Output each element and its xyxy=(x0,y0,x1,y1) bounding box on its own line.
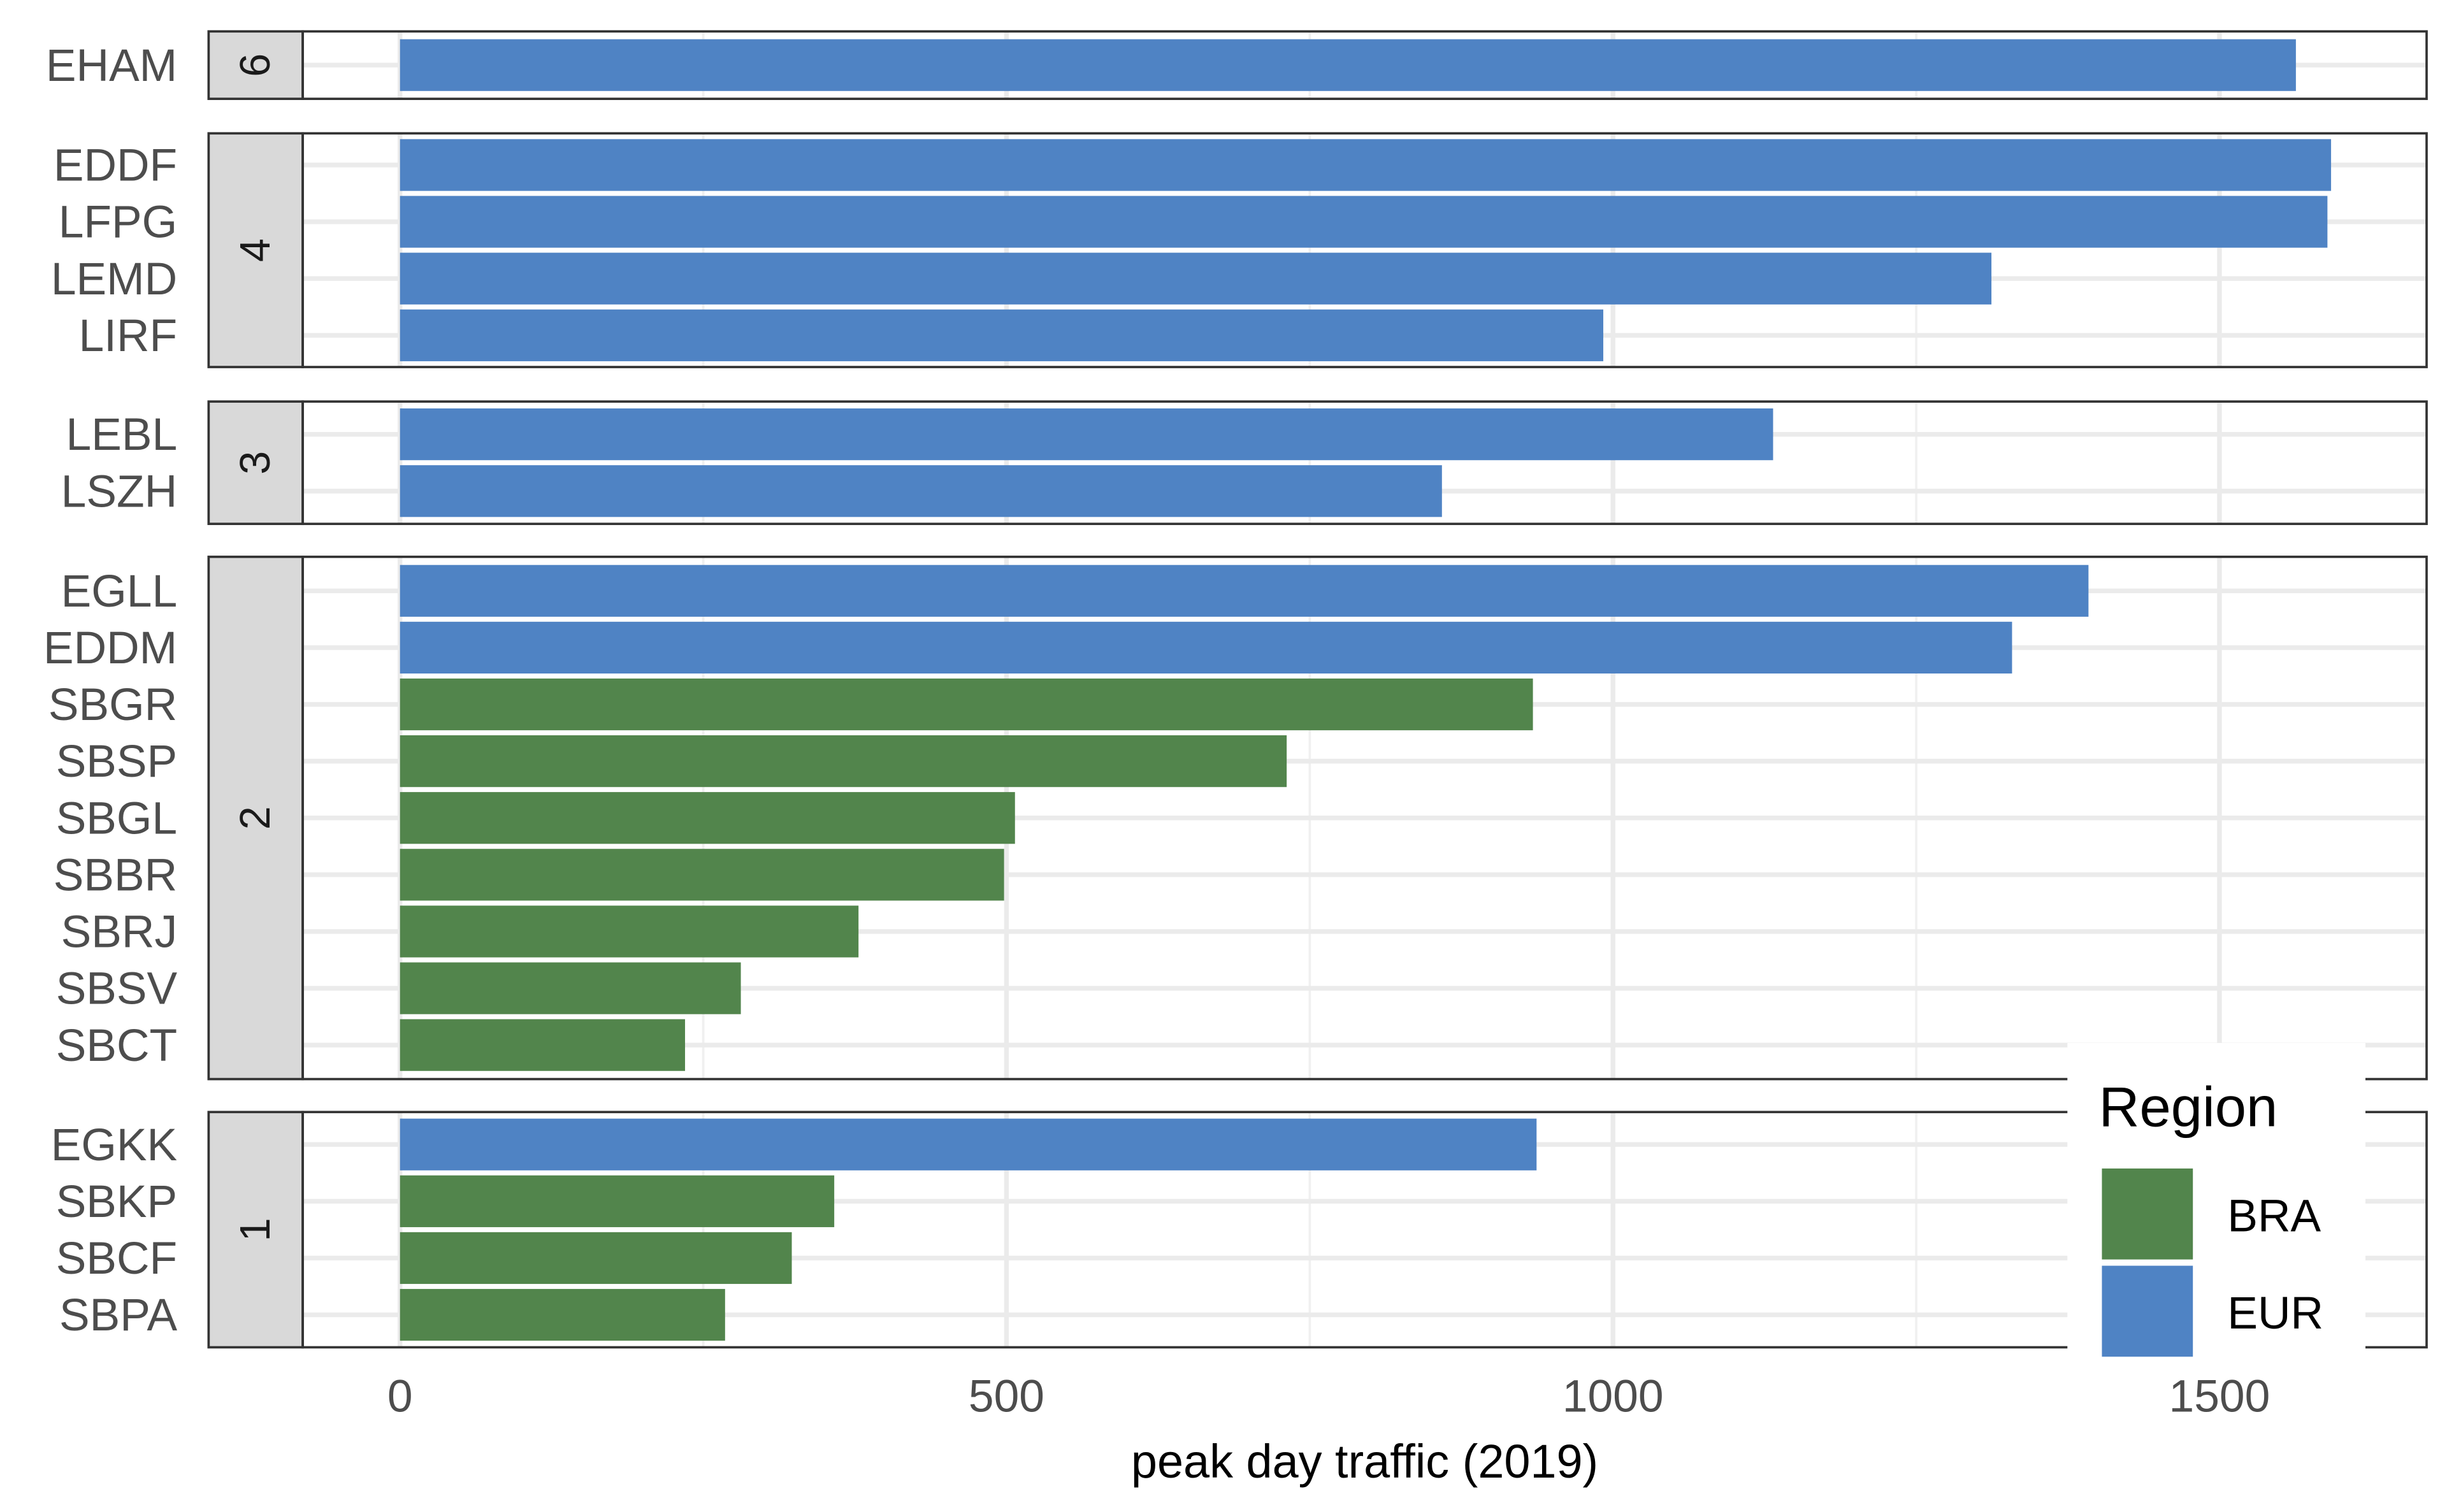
bar-lszh xyxy=(400,465,1442,517)
y-tick-label: SBBR xyxy=(54,849,177,900)
bar-sbpa xyxy=(400,1288,725,1341)
x-tick-label: 0 xyxy=(387,1371,413,1422)
panel-border xyxy=(301,400,2428,526)
panel-border xyxy=(301,1111,2428,1349)
bar-sbgl xyxy=(400,792,1015,844)
facet-strip-label: 6 xyxy=(232,54,279,77)
x-tick-label: 500 xyxy=(969,1371,1044,1422)
y-tick-label: EDDM xyxy=(43,623,177,673)
facet-strip xyxy=(207,30,304,100)
facet-strip xyxy=(207,400,304,526)
facet-panel-3: LEBL LSZH 3 xyxy=(61,400,2428,526)
y-tick-label: EGLL xyxy=(61,566,178,617)
legend-label-eur: EUR xyxy=(2227,1288,2323,1339)
bar-lfpg xyxy=(400,196,2328,248)
y-tick-label: LIRF xyxy=(78,310,177,361)
y-tick-label: SBCT xyxy=(56,1020,177,1071)
facet-strip-label: 3 xyxy=(232,451,279,475)
bar-lemd xyxy=(400,252,1992,305)
y-tick-label: SBSP xyxy=(56,736,177,787)
bar-sbkp xyxy=(400,1175,835,1227)
bar-sbrj xyxy=(400,905,859,958)
bar-sbcf xyxy=(400,1232,792,1285)
bar-sbct xyxy=(400,1019,686,1071)
legend-key-bra xyxy=(2102,1168,2193,1260)
bar-sbsp xyxy=(400,735,1287,788)
y-tick-label: EHAM xyxy=(46,40,177,91)
legend-label-bra: BRA xyxy=(2227,1190,2321,1241)
facet-strip xyxy=(207,556,304,1081)
facet-strip xyxy=(207,1111,304,1349)
bar-egkk xyxy=(400,1118,1537,1170)
x-tick-label: 1500 xyxy=(2169,1371,2270,1422)
legend-title: Region xyxy=(2099,1075,2278,1138)
x-axis-title: peak day traffic (2019) xyxy=(1131,1435,1598,1488)
panel-border xyxy=(301,132,2428,368)
legend-key-eur xyxy=(2102,1265,2193,1357)
facet-strip-label: 4 xyxy=(232,238,279,262)
x-tick-label: 1000 xyxy=(1563,1371,1664,1422)
panel-border xyxy=(301,30,2428,100)
y-tick-label: LEMD xyxy=(51,254,177,305)
bar-lirf xyxy=(400,309,1603,361)
bar-eham xyxy=(400,39,2296,91)
x-axis: 0 500 1000 1500 xyxy=(387,1371,2270,1422)
bar-lebl xyxy=(400,408,1773,461)
facet-strip-label: 2 xyxy=(232,806,279,830)
y-tick-label: SBCF xyxy=(56,1233,177,1284)
bar-sbsv xyxy=(400,962,741,1014)
y-tick-label: SBSV xyxy=(56,963,178,1014)
bar-egll xyxy=(400,565,2089,617)
y-tick-label: EGKK xyxy=(51,1120,177,1170)
y-tick-label: SBGL xyxy=(56,793,177,844)
y-tick-label: SBKP xyxy=(56,1176,177,1227)
bar-sbbr xyxy=(400,849,1004,901)
y-tick-label: SBRJ xyxy=(61,907,177,958)
y-tick-label: EDDF xyxy=(54,140,177,191)
y-tick-label: SBGR xyxy=(48,679,177,730)
y-tick-label: LFPG xyxy=(59,197,177,248)
panel-border xyxy=(301,556,2428,1081)
y-tick-label: LSZH xyxy=(61,466,177,517)
y-tick-label: SBPA xyxy=(59,1290,178,1341)
bar-sbgr xyxy=(400,678,1533,731)
facet-strip-label: 1 xyxy=(232,1218,279,1241)
legend: Region BRA EUR xyxy=(2067,1042,2365,1357)
facet-strip xyxy=(207,132,304,368)
y-tick-label: LEBL xyxy=(66,409,178,460)
facet-panel-6: EHAM 6 xyxy=(46,30,2428,100)
bar-eddf xyxy=(400,139,2332,191)
bar-eddm xyxy=(400,621,2012,674)
